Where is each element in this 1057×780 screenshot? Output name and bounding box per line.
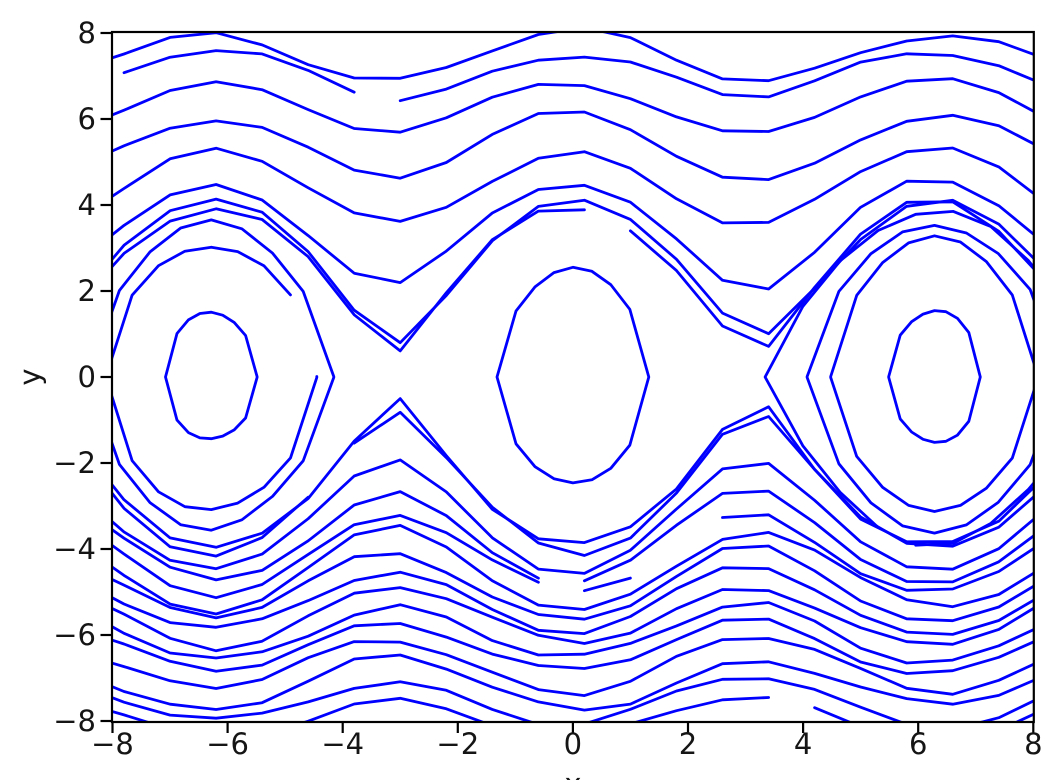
- contour-ring: [829, 234, 1034, 513]
- y-tick-label: 2: [77, 274, 96, 308]
- contour-line: [112, 32, 1034, 83]
- contour-line: [112, 513, 1034, 600]
- x-tick-label: −6: [206, 727, 249, 761]
- contour-ring: [112, 218, 336, 532]
- contour-line: [112, 410, 1034, 558]
- x-tick-label: 2: [678, 727, 698, 761]
- contour-line: [112, 458, 1034, 575]
- contour-line: [112, 197, 1034, 345]
- y-tick-label: 8: [77, 16, 96, 50]
- y-tick-label: 6: [77, 102, 96, 136]
- y-tick-label: −4: [53, 532, 96, 566]
- x-tick-label: −4: [321, 727, 365, 761]
- contour-line: [112, 524, 1034, 616]
- contour-line: [112, 653, 1034, 712]
- contour-line: [112, 179, 1034, 291]
- contour-ring: [805, 224, 1034, 535]
- contour-line: [112, 489, 1034, 584]
- contour-line: [122, 49, 1034, 103]
- x-tick-label: −8: [91, 727, 134, 761]
- contour-line: [112, 110, 1034, 181]
- contour-ring: [495, 265, 651, 485]
- contour-line: [112, 544, 1034, 623]
- y-tick-label: 4: [77, 188, 96, 222]
- contour-line: [112, 586, 1034, 653]
- contour-line: [112, 601, 1034, 665]
- contour-line: [112, 146, 1034, 225]
- contour-ring: [887, 309, 982, 444]
- contour-ring: [112, 245, 319, 511]
- x-tick-label: 4: [793, 727, 813, 761]
- contour-line: [112, 566, 1034, 636]
- y-tick-label: −6: [53, 618, 96, 652]
- x-tick-label: 0: [563, 727, 583, 761]
- y-tick-label: −8: [53, 704, 96, 738]
- x-axis-label: x: [564, 767, 581, 780]
- y-tick-label: 0: [77, 360, 96, 394]
- contour-ring: [763, 210, 1034, 547]
- contour-line: [112, 637, 1034, 697]
- x-tick-label: 6: [908, 727, 928, 761]
- contour-lines: [112, 32, 1034, 722]
- contour-line: [112, 677, 1034, 722]
- x-tick-label: −2: [436, 727, 480, 761]
- contour-line: [112, 617, 1034, 675]
- contour-line: [112, 77, 1034, 134]
- contour-line: [112, 696, 1034, 722]
- y-tick-label: −2: [53, 446, 96, 480]
- contour-ring: [164, 310, 259, 441]
- x-tick-label: 8: [1024, 727, 1043, 761]
